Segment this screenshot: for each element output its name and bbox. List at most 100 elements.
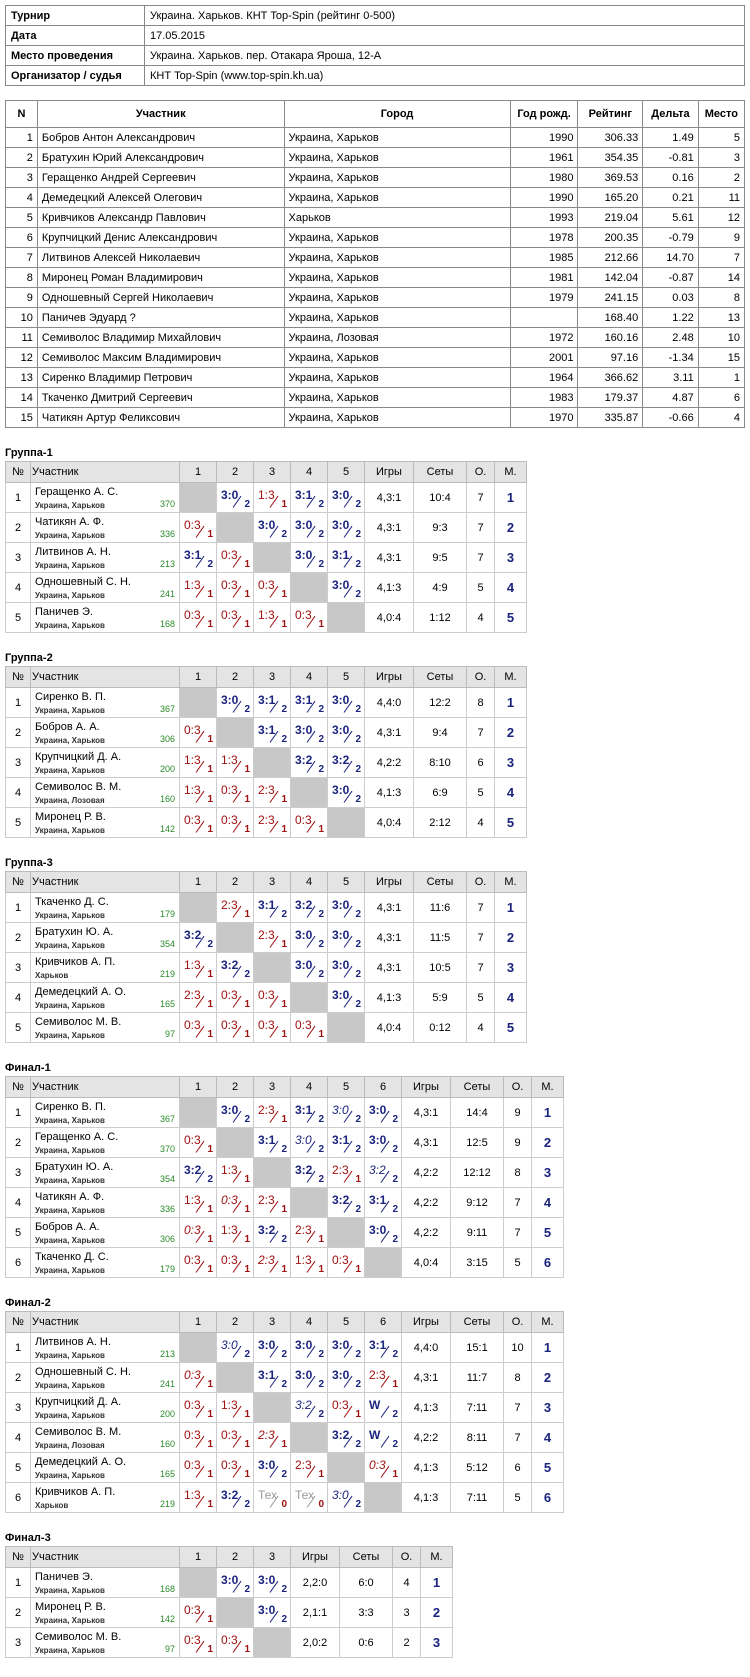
player-city: Украина, Лозовая bbox=[35, 1441, 105, 1450]
score-cell: 0:3 1 bbox=[290, 807, 328, 838]
participant-cell: 160.16 bbox=[577, 327, 644, 348]
row-number: 4 bbox=[5, 982, 31, 1013]
row-number: 5 bbox=[5, 1217, 31, 1248]
match-points: 1 bbox=[355, 1264, 361, 1275]
player-name: Семиволос М. В. bbox=[35, 1016, 122, 1028]
diagonal-cell bbox=[179, 1097, 217, 1128]
header-cell: 5 bbox=[327, 461, 365, 483]
participant-cell: Семиволос Максим Владимирович bbox=[36, 347, 285, 368]
header-cell: 3 bbox=[253, 461, 291, 483]
score: 3:0 bbox=[295, 1133, 312, 1147]
match-points: 1 bbox=[207, 969, 213, 980]
match-points: 1 bbox=[207, 1644, 213, 1655]
match-points: 2 bbox=[281, 734, 287, 745]
header-cell: Участник bbox=[30, 871, 180, 893]
row-number: 5 bbox=[5, 1012, 31, 1043]
player-rating: 97 bbox=[164, 1644, 175, 1654]
participant-row: 6 Крупчицкий Денис Александрович Украина, … bbox=[5, 227, 746, 248]
header-cell: О. bbox=[466, 666, 495, 688]
score-cell: 2:3 1 bbox=[253, 1097, 291, 1128]
place: 1 bbox=[531, 1097, 564, 1128]
score-cell: 0:3 1 bbox=[216, 602, 254, 633]
score-cell: 0:3 1 bbox=[179, 1597, 217, 1628]
header-cell: Игры bbox=[364, 666, 414, 688]
player-cell: Бобров А. А. Украина, Харьков 306 bbox=[30, 1217, 180, 1248]
player-cell: Братухин Ю. А. Украина, Харьков 354 bbox=[30, 922, 180, 953]
participant-cell: 5 bbox=[697, 127, 746, 148]
match-points: 2 bbox=[355, 1439, 361, 1450]
player-rating: 354 bbox=[159, 939, 175, 949]
score: 0:3 bbox=[295, 608, 312, 622]
score-cell: 1:3 1 bbox=[216, 1392, 254, 1423]
participant-cell: 3 bbox=[5, 167, 38, 188]
match-points: 2 bbox=[318, 1379, 324, 1390]
score-cell: 0:3 1 bbox=[216, 1012, 254, 1043]
score-cell: 0:3 1 bbox=[179, 1422, 217, 1453]
participant-cell: Украина, Харьков bbox=[283, 187, 511, 208]
score: 1:3 bbox=[221, 1163, 238, 1177]
score-cell: 2:3 1 bbox=[253, 1422, 291, 1453]
player-rating: 168 bbox=[159, 619, 175, 629]
score: 3:0 bbox=[332, 1368, 350, 1382]
player-cell: Семиволос М. В. Украина, Харьков 97 bbox=[30, 1627, 180, 1658]
header-cell: № bbox=[5, 871, 31, 893]
diagonal-cell bbox=[179, 482, 217, 513]
score-cell: 0:3 1 bbox=[253, 982, 291, 1013]
group-row: 6 Кривчиков А. П. Харьков 219 1:3 1 3:2 2 Тех 0 Те… bbox=[5, 1482, 564, 1513]
participant-row: 14 Ткаченко Дмитрий Сергеевич Украина, Хар… bbox=[5, 387, 746, 408]
participant-cell: 142.04 bbox=[577, 267, 644, 288]
score-cell: 3:0 2 bbox=[327, 512, 365, 543]
score-cell: Тех 0 bbox=[290, 1482, 328, 1513]
score: 3:1 bbox=[258, 898, 276, 912]
sets: 0:6 bbox=[339, 1627, 393, 1658]
player-rating: 336 bbox=[159, 529, 175, 539]
score: W bbox=[369, 1428, 381, 1442]
match-points: 1 bbox=[207, 589, 213, 600]
score: 3:2 bbox=[295, 753, 313, 767]
row-number: 1 bbox=[5, 687, 31, 718]
header-row: № Участник 1 2 3 4 5 Игры Сеты О. М. bbox=[5, 871, 527, 893]
participant-row: 15 Чатикян Артур Феликсович Украина, Харьк… bbox=[5, 407, 746, 428]
score-cell: 3:1 2 bbox=[364, 1187, 402, 1218]
header-cell: № bbox=[5, 461, 31, 483]
games: 2,2:0 bbox=[290, 1567, 340, 1598]
player-rating: 160 bbox=[159, 1439, 175, 1449]
score: 3:0 bbox=[369, 1103, 387, 1117]
score-cell: 1:3 1 bbox=[179, 1482, 217, 1513]
score-cell: 3:1 2 bbox=[290, 687, 328, 718]
participant-cell: 10 bbox=[5, 307, 38, 328]
points: 6 bbox=[466, 747, 495, 778]
score-cell: 3:0 2 bbox=[290, 952, 328, 983]
header-cell: 3 bbox=[253, 666, 291, 688]
group-title: Группа-3 bbox=[5, 857, 53, 869]
row-number: 5 bbox=[5, 602, 31, 633]
place: 2 bbox=[494, 922, 527, 953]
header-row: № Участник 1 2 3 4 5 6 Игры Сеты О. М. bbox=[5, 1311, 564, 1333]
participant-cell: 7 bbox=[5, 247, 38, 268]
match-points: 1 bbox=[281, 589, 287, 600]
header-cell: N bbox=[5, 100, 38, 128]
participant-cell: Украина, Харьков bbox=[283, 167, 511, 188]
match-points: 1 bbox=[244, 794, 250, 805]
match-points: 2 bbox=[392, 1204, 398, 1215]
player-cell: Одношевный С. Н. Украина, Харьков 241 bbox=[30, 572, 180, 603]
group-row: 2 Геращенко А. С. Украина, Харьков 370 0:3 1 3… bbox=[5, 1127, 564, 1158]
player-cell: Геращенко А. С. Украина, Харьков 370 bbox=[30, 1127, 180, 1158]
score-cell: 1:3 1 bbox=[290, 1247, 328, 1278]
score: 0:3 bbox=[295, 813, 312, 827]
header-cell: Участник bbox=[30, 1076, 180, 1098]
group-row: 5 Семиволос М. В. Украина, Харьков 97 0:3 1 0:… bbox=[5, 1012, 527, 1043]
score: 0:3 bbox=[184, 1458, 201, 1472]
match-points: 2 bbox=[207, 1174, 213, 1185]
group-table: № Участник 1 2 3 4 5 Игры Сеты О. М. 1 Сиренко В. П.… bbox=[5, 666, 527, 838]
games: 4,1:3 bbox=[364, 572, 414, 603]
score-cell: 3:2 2 bbox=[179, 922, 217, 953]
place: 3 bbox=[494, 747, 527, 778]
row-number: 1 bbox=[5, 1332, 31, 1363]
header-row: N Участник Город Год рожд. Рейтинг Дельта Мест… bbox=[5, 100, 746, 128]
place: 3 bbox=[494, 952, 527, 983]
score-cell: 3:0 2 bbox=[290, 1127, 328, 1158]
row-number: 1 bbox=[5, 1567, 31, 1598]
place: 2 bbox=[531, 1362, 564, 1393]
diagonal-cell bbox=[364, 1482, 402, 1513]
